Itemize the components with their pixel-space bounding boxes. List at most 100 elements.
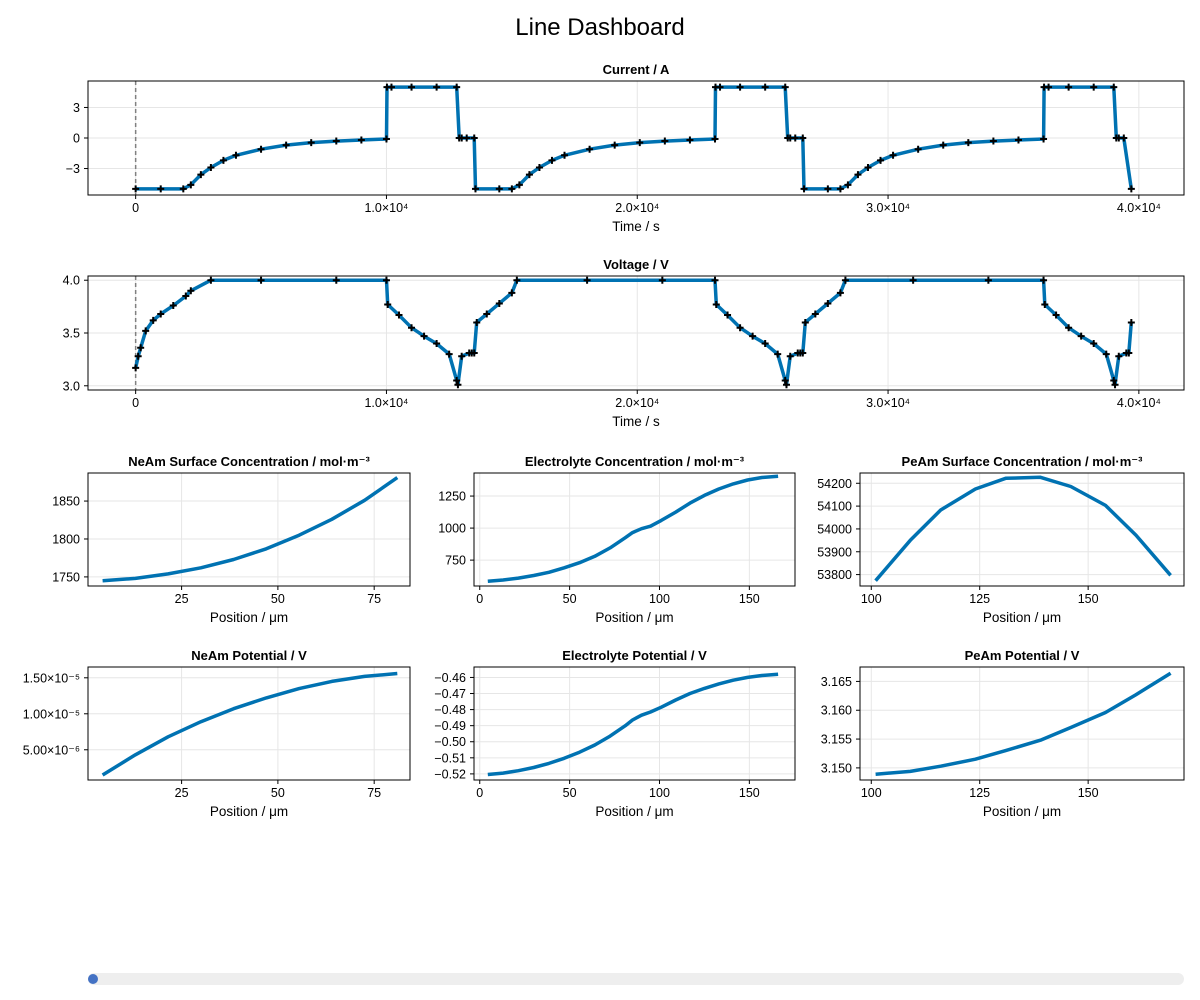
data-point — [257, 145, 265, 153]
data-point — [791, 134, 799, 142]
data-point — [561, 151, 569, 159]
electrolyte-potential-chart-title: Electrolyte Potential / V — [562, 648, 707, 663]
data-point — [1127, 318, 1135, 326]
neam-potential-chart: 25 50 75 5.00×10⁻⁶ 1.00×10⁻⁵ 1.50×10⁻⁵ NeAm Po… — [23, 648, 411, 819]
neam-surface-concentration-series-line — [102, 476, 399, 583]
data-point — [453, 83, 461, 91]
data-point — [134, 352, 142, 360]
y-tick-label: −0.46 — [434, 671, 466, 685]
data-point — [824, 299, 832, 307]
data-point — [142, 327, 150, 335]
data-point — [749, 332, 757, 340]
peam-surface-concentration-chart-title: PeAm Surface Concentration / mol·m⁻³ — [902, 454, 1144, 469]
x-tick-label: 50 — [271, 786, 285, 800]
neam-potential-series-line — [101, 671, 398, 777]
data-point — [914, 145, 922, 153]
y-tick-label: −0.47 — [434, 687, 466, 701]
y-tick-label: 1.50×10⁻⁵ — [23, 671, 80, 685]
neam-potential-chart-title: NeAm Potential / V — [191, 648, 307, 663]
neam-surface-concentration-x-axis-label: Position / μm — [210, 610, 288, 625]
y-tick-label: −0.52 — [434, 767, 466, 781]
data-point — [408, 83, 416, 91]
data-point — [137, 344, 145, 352]
current-chart-title: Current / A — [603, 62, 670, 77]
data-point — [761, 83, 769, 91]
data-point — [433, 83, 441, 91]
data-point — [1115, 352, 1123, 360]
y-tick-label: −3 — [66, 162, 80, 176]
x-tick-label: 1.0×10⁴ — [364, 201, 408, 215]
x-tick-label: 50 — [563, 786, 577, 800]
data-point — [1090, 340, 1098, 348]
data-point — [711, 135, 719, 143]
data-point — [197, 171, 205, 179]
data-point — [132, 185, 140, 193]
x-tick-label: 0 — [476, 592, 483, 606]
data-point — [1110, 377, 1118, 384]
x-tick-label: 0 — [132, 396, 139, 410]
electrolyte-concentration-axes-frame — [473, 472, 796, 587]
data-point — [864, 164, 872, 172]
data-point — [1110, 83, 1118, 91]
neam-surface-concentration-chart: 25 50 75 1750 1800 1850 NeAm Surface Concentra… — [52, 454, 411, 625]
data-point — [132, 364, 140, 372]
data-point — [179, 185, 187, 193]
y-tick-label: 1750 — [52, 570, 80, 584]
data-point — [781, 83, 789, 91]
x-tick-label: 50 — [563, 592, 577, 606]
x-tick-label: 3.0×10⁴ — [866, 396, 910, 410]
electrolyte-potential-chart: 0 50 100 150 −0.52 −0.51 −0.50 −0.49 −0.48 −0.47 −… — [434, 648, 796, 819]
electrolyte-concentration-chart: 0 50 100 150 750 1000 1250 Electrolyte Concentr… — [438, 454, 796, 625]
data-point — [232, 151, 240, 159]
y-tick-label: 3 — [73, 101, 80, 115]
peam-potential-series-line — [875, 671, 1172, 776]
peam-potential-axes-frame — [859, 666, 1185, 781]
data-point — [801, 318, 809, 326]
data-point — [483, 310, 491, 318]
data-point — [169, 302, 177, 310]
data-point — [384, 301, 392, 308]
data-point — [984, 276, 992, 284]
data-point — [307, 139, 315, 147]
electrolyte-concentration-x-axis-label: Position / μm — [595, 610, 673, 625]
y-tick-label: 1800 — [52, 532, 80, 546]
x-tick-label: 100 — [649, 592, 670, 606]
data-point — [736, 83, 744, 91]
y-tick-label: −0.49 — [434, 719, 466, 733]
time-slider-handle[interactable] — [88, 974, 98, 984]
time-slider[interactable] — [88, 973, 1184, 985]
x-tick-label: 4.0×10⁴ — [1117, 201, 1161, 215]
data-point — [182, 292, 190, 300]
data-point — [877, 156, 885, 164]
y-tick-label: 54100 — [817, 500, 852, 514]
neam-surface-concentration-axes-frame — [87, 472, 411, 587]
electrolyte-potential-x-axis-label: Position / μm — [595, 804, 673, 819]
x-tick-label: 2.0×10⁴ — [615, 201, 659, 215]
data-point — [661, 137, 669, 145]
data-point — [1127, 185, 1135, 193]
data-point — [844, 181, 852, 189]
y-tick-label: −0.48 — [434, 703, 466, 717]
data-point — [157, 310, 165, 318]
data-point — [716, 83, 724, 91]
data-point — [964, 139, 972, 147]
voltage-chart: 0 1.0×10⁴ 2.0×10⁴ 3.0×10⁴ 4.0×10⁴ 3.0 3.5 4.0 Vo… — [63, 257, 1185, 429]
x-tick-label: 75 — [367, 786, 381, 800]
electrolyte-concentration-chart-title: Electrolyte Concentration / mol·m⁻³ — [525, 454, 745, 469]
voltage-x-axis-label: Time / s — [612, 414, 660, 429]
data-point — [836, 185, 844, 193]
x-tick-label: 25 — [175, 786, 189, 800]
data-point — [841, 276, 849, 284]
peam-potential-x-axis-label: Position / μm — [983, 804, 1061, 819]
data-point — [408, 324, 416, 332]
data-point — [786, 352, 794, 360]
data-point — [1041, 301, 1049, 308]
voltage-series-line — [133, 278, 1134, 387]
data-point — [611, 141, 619, 149]
data-point — [1111, 381, 1119, 389]
x-tick-label: 150 — [739, 592, 760, 606]
data-point — [939, 141, 947, 149]
y-tick-label: 1850 — [52, 495, 80, 509]
peam-surface-concentration-axes-frame — [859, 472, 1185, 587]
data-point — [799, 134, 807, 142]
